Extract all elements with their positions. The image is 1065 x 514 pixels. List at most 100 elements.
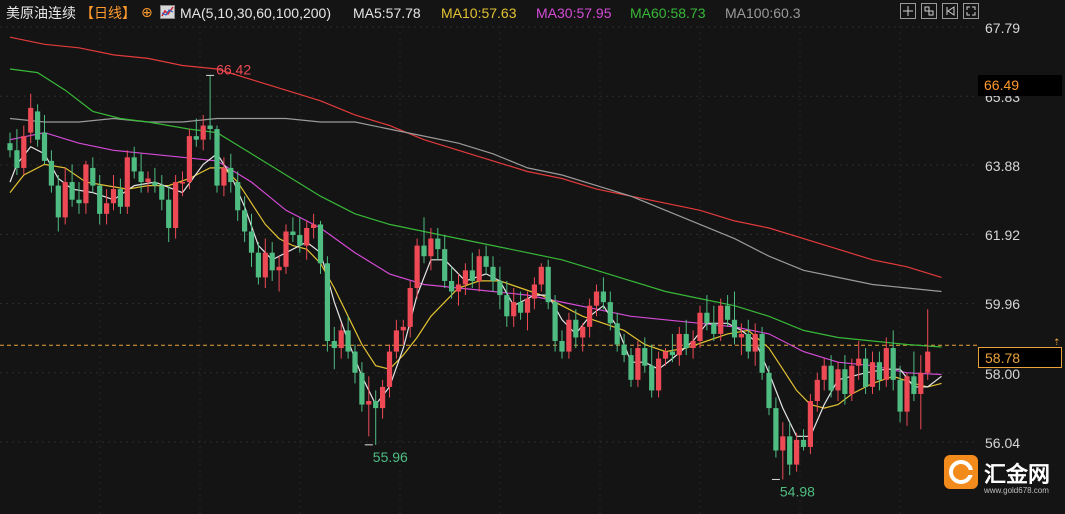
candle bbox=[48, 150, 54, 193]
candle bbox=[469, 252, 475, 289]
candle bbox=[297, 217, 303, 253]
candle-body bbox=[773, 408, 779, 451]
candle-body bbox=[545, 266, 551, 303]
candle-body bbox=[821, 365, 827, 380]
candle-body bbox=[131, 157, 137, 172]
candle-body bbox=[835, 369, 841, 391]
candle-body bbox=[352, 351, 358, 373]
candle bbox=[669, 333, 675, 363]
zoom-icon[interactable] bbox=[921, 3, 937, 19]
candle-body bbox=[407, 288, 413, 327]
candle-body bbox=[304, 227, 310, 246]
candle-body bbox=[283, 231, 289, 267]
candle bbox=[173, 174, 179, 239]
candle bbox=[55, 174, 61, 232]
period-label[interactable]: 【日线】 bbox=[80, 5, 136, 21]
candle bbox=[718, 298, 724, 341]
candle-body bbox=[380, 386, 386, 409]
candle-body bbox=[386, 351, 393, 387]
candle-body bbox=[173, 182, 179, 228]
scroll-up-icon[interactable]: ⇡ bbox=[1053, 338, 1061, 348]
candle-body bbox=[711, 323, 717, 334]
candle bbox=[290, 217, 296, 243]
fit-icon[interactable] bbox=[942, 3, 958, 19]
candle bbox=[780, 422, 786, 480]
candle bbox=[104, 189, 110, 225]
candle-body bbox=[856, 358, 862, 366]
candle-body bbox=[248, 231, 255, 253]
candle bbox=[690, 330, 696, 359]
candle-body bbox=[35, 111, 41, 140]
candle-body bbox=[635, 348, 641, 380]
candle bbox=[849, 358, 855, 402]
candle bbox=[628, 348, 634, 387]
candle bbox=[683, 319, 689, 356]
candle bbox=[76, 182, 82, 214]
candle bbox=[476, 249, 482, 292]
candle-body bbox=[911, 376, 917, 394]
candle bbox=[504, 280, 510, 327]
candle-body bbox=[538, 266, 544, 285]
candle bbox=[317, 220, 324, 274]
candle bbox=[455, 273, 462, 306]
candle-body bbox=[704, 312, 710, 324]
candle bbox=[918, 355, 924, 430]
circle-plus-icon[interactable]: ⊕ bbox=[141, 5, 153, 21]
candle-body bbox=[455, 284, 462, 292]
candle-body bbox=[28, 107, 34, 133]
candle bbox=[200, 114, 206, 151]
candle-body bbox=[297, 235, 303, 246]
candle bbox=[511, 288, 517, 327]
candle bbox=[7, 132, 13, 158]
candle bbox=[552, 295, 558, 352]
candle bbox=[490, 256, 496, 292]
ma60-line bbox=[9, 68, 942, 348]
candle-body bbox=[200, 125, 206, 140]
candle bbox=[380, 379, 386, 419]
candle bbox=[345, 316, 351, 359]
line-chart-icon[interactable] bbox=[160, 5, 175, 19]
candle bbox=[449, 266, 455, 299]
crosshair-icon[interactable] bbox=[900, 3, 916, 19]
candle bbox=[704, 295, 710, 331]
candle-body bbox=[21, 136, 27, 168]
candle bbox=[131, 146, 137, 179]
candle-body bbox=[883, 348, 889, 380]
candle bbox=[794, 432, 800, 472]
candle bbox=[766, 365, 772, 416]
candle-body bbox=[483, 256, 489, 267]
candle bbox=[876, 351, 882, 391]
candle bbox=[359, 362, 365, 412]
candle bbox=[193, 118, 199, 147]
candle-body bbox=[41, 132, 48, 161]
candle bbox=[580, 323, 586, 352]
y-tick-label: 63.88 bbox=[985, 158, 1021, 174]
candle bbox=[21, 125, 27, 175]
candle bbox=[662, 348, 669, 366]
candle bbox=[366, 376, 372, 437]
expand-icon[interactable] bbox=[963, 3, 979, 19]
candle-body bbox=[497, 280, 503, 296]
candle bbox=[311, 213, 317, 239]
candle-body bbox=[587, 305, 593, 327]
ma30-readout: MA30:57.95 bbox=[536, 5, 612, 21]
candle bbox=[352, 344, 358, 384]
candle-body bbox=[490, 266, 496, 281]
candle-body bbox=[469, 270, 475, 281]
candle bbox=[152, 167, 158, 193]
candle bbox=[697, 305, 703, 349]
candle bbox=[890, 330, 896, 391]
candle-body bbox=[276, 266, 282, 271]
candle-body bbox=[110, 189, 117, 204]
candle bbox=[835, 362, 841, 402]
candle bbox=[814, 372, 820, 412]
candle-body bbox=[628, 355, 634, 380]
candle bbox=[649, 344, 655, 398]
candle-body bbox=[255, 252, 261, 278]
candle-body bbox=[524, 298, 531, 313]
candle-body bbox=[290, 231, 296, 236]
candle-body bbox=[849, 365, 855, 394]
candle-body bbox=[90, 167, 96, 186]
y-tick-label: 56.04 bbox=[985, 435, 1021, 451]
